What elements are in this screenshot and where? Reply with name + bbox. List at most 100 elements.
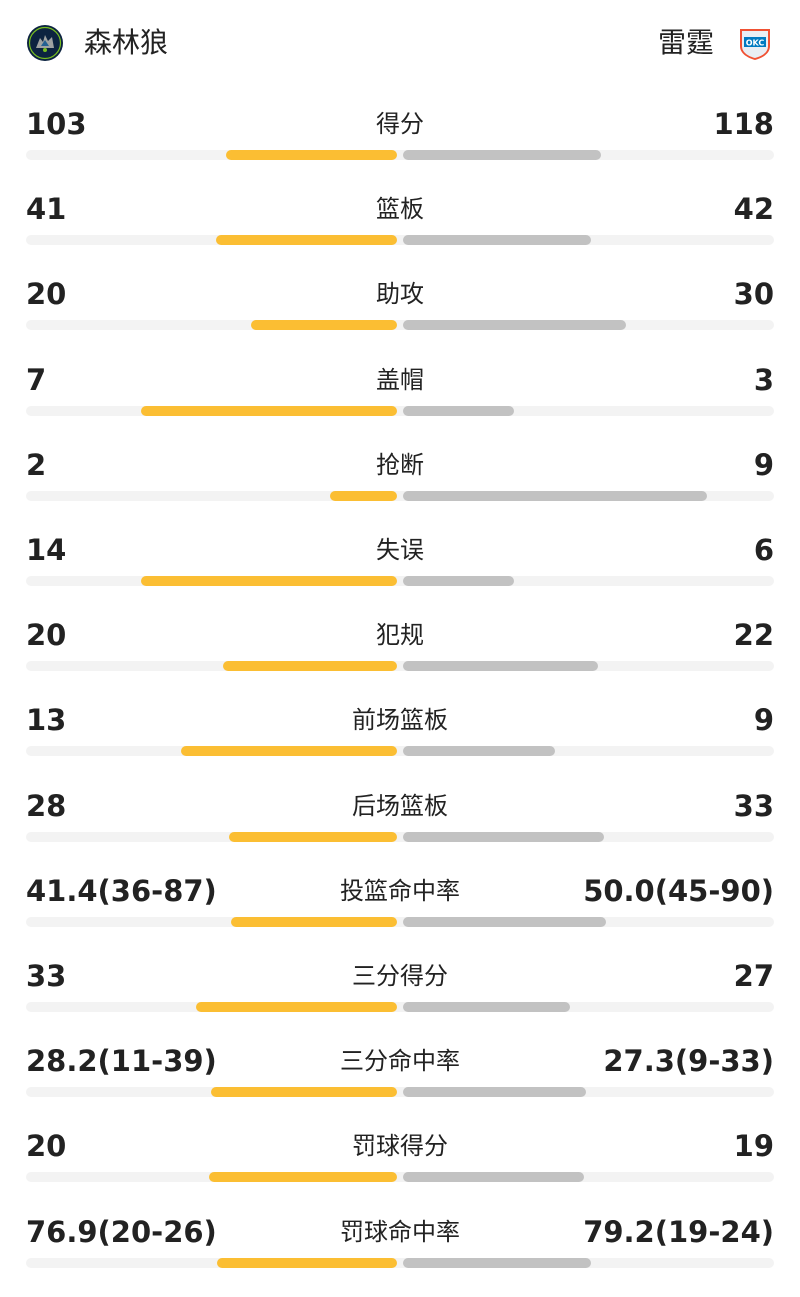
- stat-bar-track: [26, 1087, 774, 1098]
- team-header: 森林狼 雷霆 OKC: [0, 0, 800, 86]
- home-stat-value: 33: [26, 959, 67, 993]
- away-stat-bar: [403, 916, 606, 927]
- home-stat-value: 13: [26, 703, 67, 738]
- away-stat-value: 118: [713, 107, 774, 141]
- away-stat-bar: [403, 746, 555, 757]
- stat-bar-track: [26, 746, 774, 757]
- home-stat-value: 76.9(20-26): [26, 1214, 217, 1249]
- stat-bar-track: [26, 831, 774, 842]
- stat-row: 2 抢断 9: [26, 445, 774, 530]
- away-stat-value: 50.0(45-90): [583, 873, 774, 908]
- home-stat-value: 2: [26, 447, 47, 482]
- away-stat-value: 6: [753, 533, 774, 567]
- home-stat-value: 20: [26, 618, 67, 653]
- home-stat-bar: [141, 405, 397, 416]
- away-stat-bar: [403, 1172, 584, 1183]
- stat-bar-track: [26, 1002, 774, 1012]
- away-stat-bar: [403, 576, 514, 586]
- away-stat-value: 79.2(19-24): [583, 1214, 774, 1249]
- stat-label: 失误: [376, 536, 424, 564]
- home-stat-bar: [141, 576, 397, 586]
- home-stat-value: 41: [26, 192, 67, 227]
- stat-label: 罚球得分: [352, 1132, 448, 1161]
- home-stat-bar: [229, 831, 397, 842]
- stat-row: 13 前场篮板 9: [26, 700, 774, 785]
- stat-label: 得分: [376, 110, 424, 138]
- stat-label: 篮板: [376, 195, 424, 224]
- home-team-name: 森林狼: [84, 26, 169, 59]
- away-stat-bar: [403, 1257, 591, 1268]
- away-team[interactable]: 雷霆 OKC: [658, 22, 774, 64]
- home-stat-bar: [231, 916, 397, 927]
- stat-row: 41 篮板 42: [26, 189, 774, 274]
- away-stat-value: 27.3(9-33): [603, 1044, 774, 1079]
- stat-row: 20 助攻 30: [26, 274, 774, 359]
- stat-bar-track: [26, 916, 774, 927]
- home-stat-value: 7: [26, 362, 47, 397]
- away-stat-bar: [403, 661, 598, 672]
- away-stat-bar: [403, 1002, 570, 1012]
- stat-label: 三分命中率: [340, 1047, 460, 1076]
- stat-bar-track: [26, 150, 774, 160]
- home-stat-bar: [223, 661, 397, 672]
- stat-row: 76.9(20-26) 罚球命中率 79.2(19-24): [26, 1212, 774, 1297]
- stat-row: 28.2(11-39) 三分命中率 27.3(9-33): [26, 1041, 774, 1126]
- home-stat-bar: [217, 1257, 397, 1268]
- away-stat-bar: [403, 490, 707, 501]
- home-stat-value: 20: [26, 277, 67, 312]
- home-stat-bar: [196, 1002, 397, 1012]
- away-stat-value: 30: [733, 277, 774, 312]
- stat-label: 投篮命中率: [340, 876, 460, 905]
- away-stat-value: 33: [733, 788, 774, 823]
- stat-row: 7 盖帽 3: [26, 360, 774, 445]
- stat-label: 三分得分: [352, 962, 448, 990]
- stat-row: 20 罚球得分 19: [26, 1126, 774, 1211]
- stat-bar-track: [26, 320, 774, 331]
- stat-label: 后场篮板: [352, 791, 448, 820]
- home-stat-value: 14: [26, 533, 67, 567]
- stat-row: 14 失误 6: [26, 530, 774, 615]
- stat-bar-track: [26, 576, 774, 586]
- stat-label: 罚球命中率: [340, 1217, 460, 1246]
- home-stat-value: 28.2(11-39): [26, 1044, 217, 1079]
- stat-row: 103 得分 118: [26, 104, 774, 189]
- home-stat-value: 28: [26, 788, 67, 823]
- stat-bar-track: [26, 1257, 774, 1268]
- timberwolves-logo-icon: [27, 25, 63, 61]
- away-stat-value: 27: [733, 959, 774, 993]
- away-stat-value: 22: [733, 618, 774, 653]
- away-stat-bar: [403, 320, 626, 331]
- home-stat-bar: [226, 150, 397, 160]
- away-team-name: 雷霆: [657, 26, 714, 59]
- home-stat-bar: [181, 746, 397, 757]
- stat-row: 41.4(36-87) 投篮命中率 50.0(45-90): [26, 871, 774, 956]
- away-stat-bar: [403, 1087, 586, 1098]
- stat-bar-track: [26, 405, 774, 416]
- stat-bar-track: [26, 661, 774, 672]
- away-stat-bar: [403, 405, 514, 416]
- home-stat-value: 20: [26, 1129, 67, 1164]
- stat-row: 33 三分得分 27: [26, 956, 774, 1041]
- home-stat-bar: [209, 1172, 397, 1183]
- away-stat-value: 3: [753, 362, 774, 397]
- away-stat-bar: [403, 831, 604, 842]
- away-stat-value: 9: [753, 703, 774, 738]
- stat-bar-track: [26, 490, 774, 501]
- stat-label: 抢断: [376, 450, 424, 479]
- home-stat-bar: [251, 320, 397, 331]
- home-stat-bar: [330, 490, 397, 501]
- home-stat-value: 41.4(36-87): [26, 873, 217, 908]
- away-stat-value: 42: [733, 192, 774, 227]
- stat-bar-track: [26, 235, 774, 246]
- stat-row: 20 犯规 22: [26, 615, 774, 700]
- home-stat-value: 103: [26, 107, 87, 141]
- away-stat-bar: [403, 235, 591, 246]
- home-team[interactable]: 森林狼: [26, 22, 168, 64]
- away-stat-value: 19: [733, 1129, 774, 1164]
- stat-label: 犯规: [376, 621, 424, 650]
- away-stat-value: 9: [753, 447, 774, 482]
- stat-label: 前场篮板: [352, 706, 448, 735]
- thunder-logo-icon: OKC: [740, 29, 770, 60]
- stat-row: 28 后场篮板 33: [26, 786, 774, 871]
- stat-bar-track: [26, 1172, 774, 1183]
